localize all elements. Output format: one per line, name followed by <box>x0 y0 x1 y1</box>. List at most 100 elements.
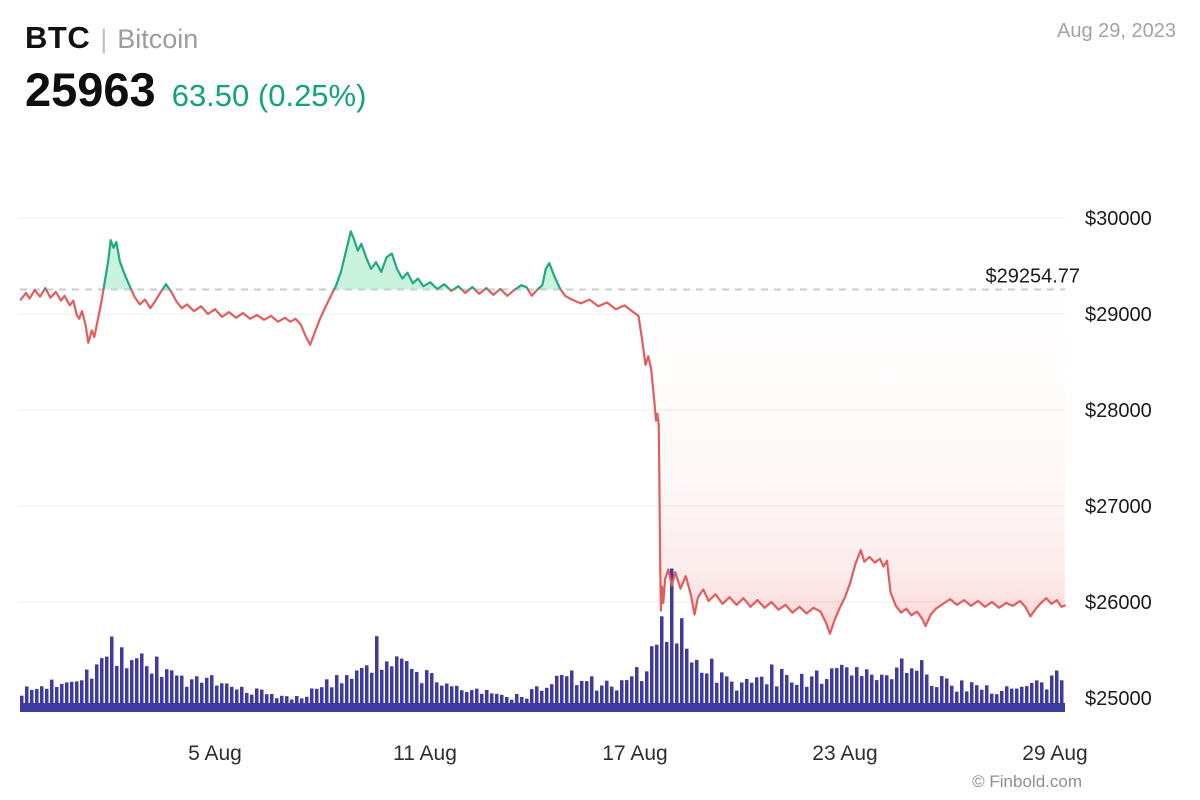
volume-bar <box>955 691 959 711</box>
volume-bar <box>520 697 524 711</box>
volume-bar <box>180 675 184 711</box>
volume-bar <box>515 693 519 711</box>
volume-bar <box>585 681 589 711</box>
volume-bar <box>795 685 799 711</box>
volume-bar <box>435 682 439 711</box>
volume-bar <box>70 681 74 711</box>
volume-bar <box>695 659 699 711</box>
volume-bar <box>560 674 564 711</box>
volume-bar <box>600 685 604 711</box>
volume-bar <box>450 686 454 711</box>
price-row: 25963 63.50 (0.25%) <box>25 62 366 117</box>
volume-bar <box>535 686 539 711</box>
volume-bar <box>430 673 434 711</box>
volume-bar <box>570 670 574 711</box>
volume-bar <box>985 685 989 711</box>
volume-bar <box>255 688 259 711</box>
volume-bar <box>290 699 294 711</box>
price-chart[interactable]: $29254.77$30000$29000$28000$27000$26000$… <box>0 118 1200 800</box>
volume-bar <box>1060 680 1064 711</box>
volume-bar <box>455 685 459 711</box>
volume-bar <box>460 690 464 711</box>
volume-bar <box>555 675 559 711</box>
volume-bar <box>630 676 634 711</box>
current-price: 25963 <box>25 63 156 116</box>
area-fill-below-baseline <box>20 289 1065 634</box>
volume-bar <box>825 679 829 711</box>
volume-bar <box>635 667 639 711</box>
volume-bar <box>25 686 29 711</box>
volume-bar <box>320 687 324 711</box>
volume-bar <box>575 685 579 711</box>
volume-bar <box>20 695 24 711</box>
volume-bar <box>510 699 514 711</box>
volume-bar <box>490 693 494 711</box>
volume-bar <box>950 685 954 711</box>
volume-bar <box>595 690 599 711</box>
volume-bar <box>1040 682 1044 711</box>
volume-bar <box>185 686 189 711</box>
volume-bar <box>580 680 584 711</box>
watermark-credit: © Finbold.com <box>972 772 1082 791</box>
volume-bar <box>835 668 839 711</box>
x-axis-label: 17 Aug <box>602 742 667 765</box>
volume-bar <box>380 669 384 711</box>
volume-bar <box>940 676 944 711</box>
volume-bar <box>785 675 789 711</box>
volume-bar <box>210 675 214 711</box>
symbol-row: BTC | Bitcoin <box>25 20 198 56</box>
volume-bar <box>750 682 754 711</box>
volume-bar <box>540 690 544 711</box>
volume-bar <box>890 679 894 711</box>
volume-bar <box>445 683 449 711</box>
volume-bar <box>470 690 474 711</box>
volume-bar <box>75 681 79 711</box>
x-axis-label: 5 Aug <box>188 742 242 765</box>
volume-bar <box>220 683 224 711</box>
volume-bar <box>700 672 704 711</box>
volume-bar <box>375 636 379 711</box>
volume-bar <box>440 685 444 711</box>
volume-bar <box>310 688 314 711</box>
volume-bar <box>295 696 299 711</box>
volume-bar <box>60 683 64 711</box>
volume-bar <box>605 680 609 711</box>
volume-bar <box>720 672 724 711</box>
volume-bar <box>1050 675 1054 711</box>
volume-bar <box>885 675 889 711</box>
volume-bar <box>645 671 649 711</box>
volume-bar <box>395 656 399 711</box>
volume-bar <box>680 618 684 711</box>
volume-bar <box>880 674 884 711</box>
volume-bar <box>685 648 689 711</box>
volume-bar <box>145 666 149 711</box>
price-line-below-baseline <box>19 289 1066 635</box>
volume-bar <box>710 658 714 711</box>
volume-bar <box>530 689 534 711</box>
volume-bar <box>175 675 179 711</box>
volume-bar <box>870 674 874 711</box>
volume-bar <box>865 669 869 711</box>
volume-bar <box>350 678 354 711</box>
volume-bar <box>55 687 59 711</box>
chart-header: BTC | Bitcoin Aug 29, 2023 25963 63.50 (… <box>0 0 1200 118</box>
volume-bar <box>385 661 389 711</box>
volume-bar <box>610 686 614 711</box>
volume-bar <box>90 678 94 711</box>
volume-bar <box>975 685 979 711</box>
volume-bar <box>480 693 484 711</box>
coin-name: Bitcoin <box>117 24 199 54</box>
volume-bar <box>265 694 269 711</box>
volume-bar <box>935 687 939 711</box>
volume-bar <box>115 666 119 711</box>
y-axis-label: $26000 <box>1085 592 1152 614</box>
volume-bar <box>330 687 334 711</box>
volume-bar <box>730 681 734 711</box>
volume-bar <box>1030 683 1034 711</box>
volume-bar <box>625 680 629 711</box>
volume-bar <box>225 683 229 711</box>
volume-bar <box>1015 688 1019 711</box>
volume-bar <box>390 666 394 711</box>
volume-histogram <box>20 568 1065 712</box>
volume-bar <box>325 679 329 711</box>
